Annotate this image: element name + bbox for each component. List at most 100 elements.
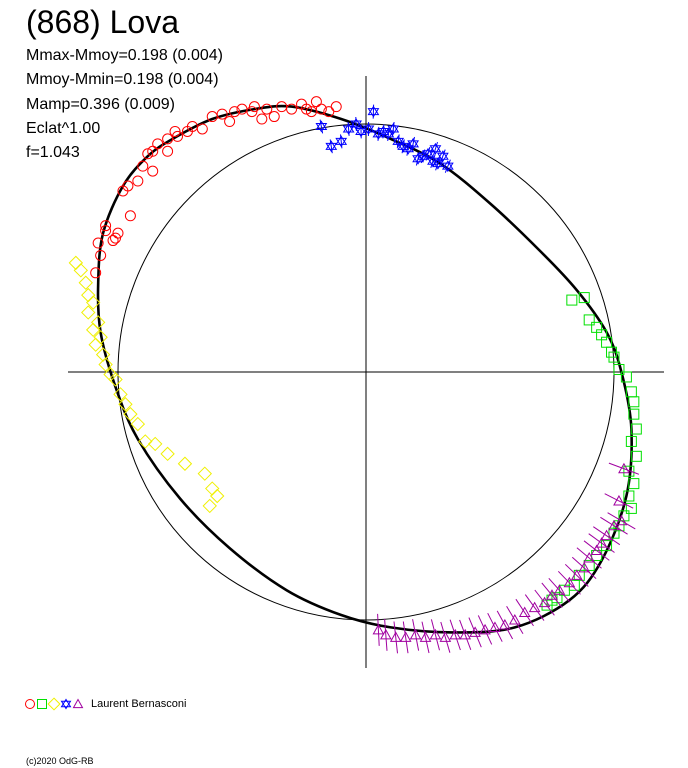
triangle-point xyxy=(583,551,596,563)
error-bar xyxy=(496,610,514,640)
diamond-point xyxy=(118,397,133,412)
square-point xyxy=(608,527,620,539)
circle-point xyxy=(206,111,218,123)
error-bar xyxy=(377,613,380,646)
error-bar xyxy=(430,619,440,651)
diamond-series xyxy=(68,255,225,514)
square-point xyxy=(625,435,637,447)
triangle-point xyxy=(439,631,452,642)
diamond-point xyxy=(197,466,213,481)
diamond-point xyxy=(85,322,101,338)
square-point xyxy=(628,408,640,420)
square-point xyxy=(630,423,642,435)
triangle-point xyxy=(479,623,491,635)
square-point xyxy=(630,450,642,462)
diamond-point xyxy=(81,305,96,320)
square-point xyxy=(623,490,635,502)
stat-amplitude: Mamp=0.396 (0.009) xyxy=(26,95,175,113)
error-bar xyxy=(440,621,451,653)
stat-max-moy: Mmax-Mmoy=0.198 (0.004) xyxy=(26,47,223,64)
circle-marker xyxy=(25,699,35,709)
star-point xyxy=(350,118,362,130)
triangle-point xyxy=(546,589,558,600)
triangle-series xyxy=(372,462,640,654)
circle-point xyxy=(100,225,112,237)
diamond-point xyxy=(130,416,146,432)
triangle-point xyxy=(578,561,591,573)
error-bar xyxy=(534,589,555,616)
diamond-point xyxy=(78,275,93,290)
circle-point xyxy=(229,106,241,118)
circle-point xyxy=(142,148,154,160)
triangle-point xyxy=(608,519,620,531)
star-point xyxy=(392,135,405,148)
error-bar xyxy=(604,493,634,509)
circle-point xyxy=(147,165,159,177)
star-point xyxy=(436,150,449,163)
star-point xyxy=(382,127,395,140)
diamond-point xyxy=(108,372,123,387)
legend-markers xyxy=(25,697,84,711)
error-bar xyxy=(425,146,431,161)
triangle-point xyxy=(459,628,472,640)
plot-axes xyxy=(68,76,664,668)
circle-point xyxy=(90,267,102,279)
star-point xyxy=(402,142,415,155)
star-marker xyxy=(60,698,72,710)
error-bar xyxy=(384,618,388,651)
circle-point xyxy=(248,101,260,113)
error-bar xyxy=(564,563,589,587)
circle-point xyxy=(107,235,119,247)
triangle-point xyxy=(618,462,630,474)
error-bar xyxy=(477,615,493,645)
triangle-point xyxy=(553,584,566,595)
error-bar xyxy=(440,149,446,163)
circle-point xyxy=(305,106,317,118)
triangle-point xyxy=(570,569,583,580)
triangle-point xyxy=(449,628,462,640)
square-point xyxy=(583,314,595,326)
triangle-point xyxy=(372,623,385,635)
triangle-point xyxy=(429,628,442,640)
star-point xyxy=(362,123,375,135)
error-bar xyxy=(468,617,482,648)
square-point xyxy=(583,559,595,571)
error-bar xyxy=(432,141,438,156)
diamond-point xyxy=(177,456,193,471)
triangle-point xyxy=(600,529,613,541)
circle-point xyxy=(152,138,164,150)
star-point xyxy=(441,160,454,173)
diamond-point xyxy=(123,406,138,422)
error-bar xyxy=(571,556,597,579)
circle-point xyxy=(147,145,159,157)
triangle-marker xyxy=(72,698,84,709)
circle-series xyxy=(90,96,342,279)
star-point xyxy=(407,137,420,150)
square-point xyxy=(566,294,578,306)
circle-point xyxy=(315,103,327,115)
star-point xyxy=(335,135,348,148)
model-curve xyxy=(96,104,633,634)
star-point xyxy=(342,123,355,135)
triangle-point xyxy=(389,631,402,642)
circle-point xyxy=(310,96,322,108)
error-bar xyxy=(541,582,563,608)
model-curve-line xyxy=(96,104,633,634)
error-bar xyxy=(583,540,610,561)
star-point xyxy=(422,147,434,160)
error-bar xyxy=(600,516,628,535)
triangle-point xyxy=(508,613,521,625)
circle-point xyxy=(246,106,258,118)
diamond-point xyxy=(81,287,96,303)
diamond-point xyxy=(85,295,101,310)
circle-point xyxy=(124,210,136,222)
circle-point xyxy=(268,111,280,123)
star-point xyxy=(429,142,442,155)
circle-point xyxy=(256,113,268,125)
square-point xyxy=(601,540,613,552)
error-bar xyxy=(411,136,415,151)
legend-observer: Laurent Bernasconi xyxy=(91,698,187,710)
square-marker xyxy=(37,699,47,709)
triangle-point xyxy=(615,514,628,526)
